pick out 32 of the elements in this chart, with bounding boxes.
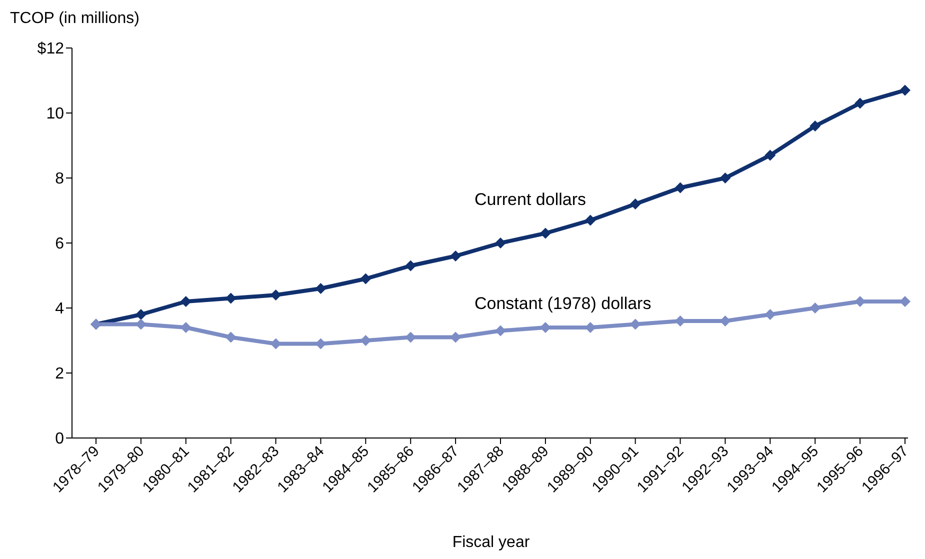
point [225, 332, 236, 343]
point [810, 120, 821, 132]
point [720, 172, 731, 184]
point [584, 214, 596, 226]
point [540, 228, 551, 239]
point [854, 98, 866, 109]
point [495, 238, 506, 248]
point [315, 283, 326, 294]
point [900, 84, 910, 96]
point [180, 296, 192, 307]
point [630, 198, 641, 210]
y-tick-label: 2 [55, 366, 64, 383]
y-tick-label: 6 [55, 236, 64, 253]
series-label: Constant (1978) dollars [474, 294, 652, 313]
point [674, 182, 686, 194]
point [135, 309, 146, 320]
y-tick-label: 10 [46, 106, 64, 123]
y-tick-label: 8 [55, 170, 64, 188]
y-tick-label: 0 [55, 430, 64, 448]
point [270, 290, 282, 300]
point [764, 309, 776, 320]
point [405, 260, 416, 272]
point [360, 273, 372, 284]
y-tick-label: $12 [37, 40, 64, 58]
series-label: Current dollars [474, 190, 586, 209]
point [810, 302, 821, 314]
x-axis-title: Fiscal year [452, 534, 530, 551]
point [495, 325, 506, 336]
point [764, 150, 776, 161]
point [450, 250, 462, 262]
y-axis-title: TCOP (in millions) [10, 10, 140, 28]
y-tick-label: 4 [55, 300, 64, 318]
